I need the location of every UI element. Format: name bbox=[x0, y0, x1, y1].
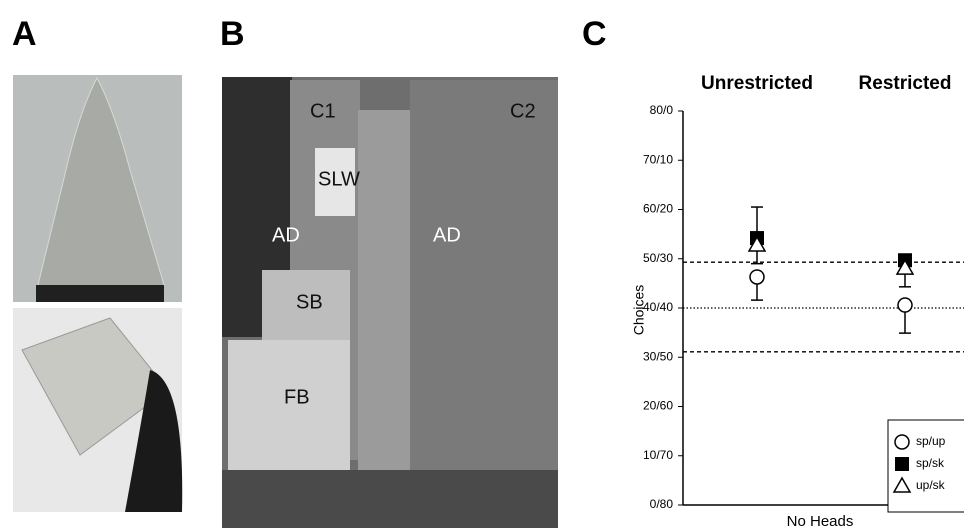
photo-label: FB bbox=[284, 386, 310, 408]
legend-marker bbox=[895, 457, 909, 471]
photo-label: SB bbox=[296, 291, 323, 313]
x-axis-label: No Heads bbox=[787, 513, 854, 530]
point bbox=[898, 298, 912, 312]
photo-label: C1 bbox=[310, 100, 336, 122]
photo-label: AD bbox=[433, 224, 461, 246]
photo-a-top bbox=[13, 75, 182, 302]
photo-b bbox=[222, 77, 558, 528]
y-tick-label: 60/20 bbox=[643, 202, 673, 216]
y-tick-label: 80/0 bbox=[650, 103, 674, 117]
y-tick-label: 20/60 bbox=[643, 399, 673, 413]
y-tick-label: 70/10 bbox=[643, 152, 673, 166]
y-tick-label: 30/50 bbox=[643, 349, 673, 363]
y-tick-label: 10/70 bbox=[643, 448, 673, 462]
photo-a-bottom bbox=[13, 308, 182, 512]
photo-label: C2 bbox=[510, 100, 536, 122]
point bbox=[750, 270, 764, 284]
y-tick-label: 0/80 bbox=[650, 497, 674, 511]
legend-label: sp/up bbox=[916, 434, 946, 448]
panel-label: A bbox=[12, 15, 37, 53]
legend-label: sp/sk bbox=[916, 456, 945, 470]
panel-label: C bbox=[582, 15, 607, 53]
y-tick-label: 40/40 bbox=[643, 300, 673, 314]
figure: A B C C1 C2 SLW AD AD SB FB Choices No H… bbox=[0, 0, 964, 531]
legend-marker bbox=[895, 435, 909, 449]
photo-label: SLW bbox=[318, 168, 360, 190]
photo-label: AD bbox=[272, 224, 300, 246]
category-label: Restricted bbox=[859, 73, 952, 94]
panel-label: B bbox=[220, 15, 245, 53]
category-label: Unrestricted bbox=[701, 73, 813, 94]
legend-label: up/sk bbox=[916, 478, 946, 492]
y-tick-label: 50/30 bbox=[643, 251, 673, 265]
